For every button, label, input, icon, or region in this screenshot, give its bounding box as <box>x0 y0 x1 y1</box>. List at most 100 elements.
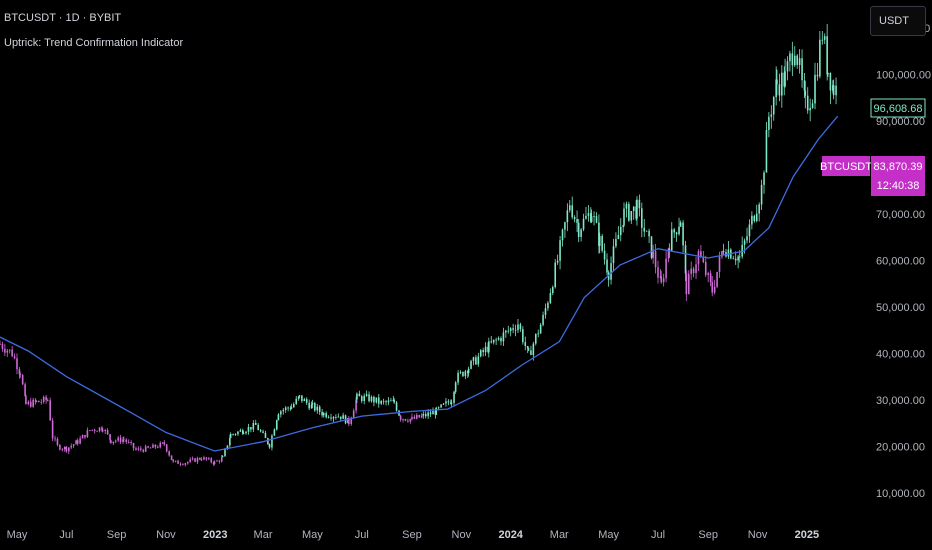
y-tick-label: 50,000.00 <box>876 302 925 314</box>
candle-body <box>707 273 709 275</box>
candle-body <box>149 447 152 449</box>
candle-body <box>208 458 210 460</box>
candle-body <box>709 273 712 283</box>
price-axis[interactable]: 110,000.00100,000.0090,000.0080,000.0070… <box>876 23 931 500</box>
candle-body <box>277 414 280 421</box>
candle-body <box>332 416 335 419</box>
candle-body <box>289 408 292 410</box>
candle-body <box>636 199 638 219</box>
candle-body <box>500 338 502 342</box>
candle-body <box>835 85 837 96</box>
last-price-value: 96,608.68 <box>874 103 923 115</box>
candle-body <box>628 203 630 221</box>
y-tick-label: 20,000.00 <box>876 441 925 453</box>
candle-body <box>753 215 756 222</box>
candle-body <box>502 332 505 342</box>
candle-body <box>585 215 587 219</box>
candle-body <box>654 251 657 268</box>
candle-body <box>287 407 289 409</box>
candle-body <box>21 375 24 385</box>
candle-body <box>109 434 111 441</box>
candle-body <box>670 229 673 251</box>
candle-body <box>484 346 487 353</box>
candle-body <box>566 210 569 223</box>
candle-body <box>4 348 6 353</box>
candle-body <box>75 440 77 445</box>
candle-body <box>411 416 413 420</box>
candle-body <box>370 396 373 402</box>
candle-body <box>275 420 278 430</box>
candle-body <box>821 39 824 41</box>
candle-body <box>24 384 26 396</box>
x-tick-label: 2025 <box>795 529 819 541</box>
candle-body <box>203 457 205 460</box>
candle-body <box>514 329 517 331</box>
candle-body <box>517 324 519 331</box>
candle-body <box>542 314 544 325</box>
candle-body <box>220 457 223 462</box>
candle-body <box>475 357 477 365</box>
candle-body <box>399 415 402 420</box>
symbol-tag-label: BTCUSDT <box>820 161 872 173</box>
candle-body <box>303 399 306 402</box>
candle-body <box>713 286 716 293</box>
candle-body <box>161 442 164 444</box>
candle-body <box>464 371 467 377</box>
candle-body <box>237 431 239 435</box>
bar-countdown: 12:40:38 <box>877 180 920 192</box>
candle-body <box>424 413 427 417</box>
candle-body <box>172 460 174 462</box>
candle-body <box>551 287 554 294</box>
candle-body <box>159 442 162 448</box>
candle-body <box>803 80 806 91</box>
candle-body <box>96 430 98 432</box>
candle-body <box>798 58 801 65</box>
candle-body <box>532 343 535 355</box>
candle-body <box>512 328 514 330</box>
candle-body <box>695 264 697 274</box>
y-tick-label: 30,000.00 <box>876 395 925 407</box>
candle-body <box>615 239 617 247</box>
candle-body <box>716 271 718 287</box>
candle-body <box>826 36 828 75</box>
x-tick-label: Jul <box>59 529 73 541</box>
chart-symbol-title[interactable]: BTCUSDT · 1D · BYBIT <box>4 12 122 24</box>
candle-body <box>51 420 54 439</box>
candle-body <box>27 401 30 405</box>
candle-body <box>18 369 21 374</box>
candle-body <box>29 401 32 407</box>
candle-body <box>650 236 653 258</box>
candle-body <box>247 427 250 432</box>
candle-body <box>390 400 392 402</box>
candle-body <box>413 416 416 419</box>
candle-body <box>638 199 641 209</box>
candle-body <box>598 222 600 246</box>
candle-body <box>422 413 425 416</box>
candle-body <box>316 406 319 411</box>
candle-body <box>635 206 637 219</box>
candle-body <box>453 391 455 403</box>
time-axis[interactable]: May Jul Sep Nov 2023 Mar May Jul Sep Nov 2024 Mar Ma… <box>7 529 820 541</box>
candle-body <box>368 394 370 402</box>
candle-body <box>595 216 598 223</box>
candle-body <box>645 230 648 232</box>
candle-body <box>522 329 524 343</box>
candle-body <box>580 229 582 238</box>
candle-body <box>375 397 378 403</box>
candle-body <box>123 439 125 441</box>
candle-body <box>358 393 361 397</box>
candle-body <box>182 464 184 466</box>
candle-body <box>665 258 667 279</box>
candle-body <box>49 400 51 421</box>
candle-body <box>793 55 796 66</box>
candle-body <box>641 208 643 228</box>
candle-body <box>142 449 145 452</box>
candle-body <box>467 371 469 374</box>
candle-body <box>732 258 735 260</box>
candle-body <box>811 103 814 108</box>
candle-body <box>809 107 811 111</box>
indicator-legend[interactable]: Uptrick: Trend Confirmation Indicator <box>4 37 184 49</box>
candle-body <box>298 395 301 397</box>
currency-button[interactable]: USDT <box>870 6 926 36</box>
